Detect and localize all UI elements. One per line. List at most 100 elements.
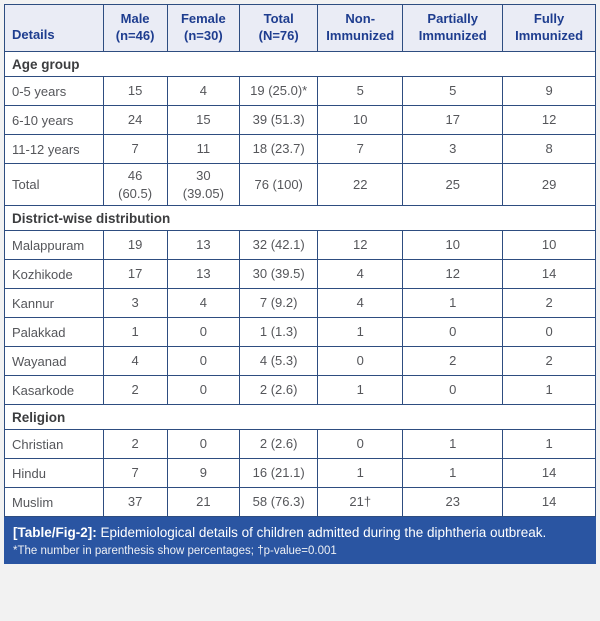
table-row: Kannur 3 4 7 (9.2) 4 1 2 xyxy=(4,288,596,319)
cell-value: 5 xyxy=(402,76,504,106)
cell-value: 12 xyxy=(402,259,504,290)
column-header-female: Female (n=30) xyxy=(166,4,241,52)
cell-value: 3 xyxy=(102,288,168,319)
section-title: District-wise distribution xyxy=(4,205,596,232)
cell-value: 22 xyxy=(317,162,404,207)
cell-value: 14 xyxy=(502,458,596,489)
row-label: Muslim xyxy=(4,487,104,518)
cell-value: 17 xyxy=(102,259,168,290)
cell-value: 2 xyxy=(502,346,596,377)
cell-value: 0 xyxy=(166,375,241,406)
cell-value: 30 (39.5) xyxy=(239,259,319,290)
cell-value: 0 xyxy=(317,429,404,460)
cell-value: 12 xyxy=(502,105,596,135)
cell-value: 21 xyxy=(166,487,241,518)
cell-value: 76 (100) xyxy=(239,162,319,207)
section-row: Religion xyxy=(4,404,596,431)
epidemiology-table: Details Male (n=46) Female (n=30) Total … xyxy=(4,4,596,518)
cell-value: 1 xyxy=(317,458,404,489)
row-label: Wayanad xyxy=(4,346,104,377)
cell-value: 2 (2.6) xyxy=(239,375,319,406)
cell-value: 4 xyxy=(166,288,241,319)
column-header-partially-immunized: Partially Immunized xyxy=(402,4,504,52)
cell-value: 1 xyxy=(502,375,596,406)
row-label: Malappuram xyxy=(4,230,104,261)
table-row: 6-10 years 24 15 39 (51.3) 10 17 12 xyxy=(4,105,596,135)
caption-bar: [Table/Fig-2]: Epidemiological details o… xyxy=(4,517,596,565)
cell-value: 1 xyxy=(102,317,168,348)
cell-value: 4 xyxy=(317,288,404,319)
section-title: Religion xyxy=(4,404,596,431)
cell-value: 4 xyxy=(166,76,241,106)
cell-value: 18 (23.7) xyxy=(239,134,319,164)
cell-value: 14 xyxy=(502,487,596,518)
cell-value: 13 xyxy=(166,230,241,261)
cell-value: 1 xyxy=(317,317,404,348)
cell-value: 29 xyxy=(502,162,596,207)
cell-value: 7 (9.2) xyxy=(239,288,319,319)
table-row: Hindu 7 9 16 (21.1) 1 1 14 xyxy=(4,458,596,489)
column-header-total: Total (N=76) xyxy=(239,4,319,52)
cell-value: 11 xyxy=(166,134,241,164)
row-label: Kozhikode xyxy=(4,259,104,290)
figure-caption: [Table/Fig-2]: Epidemiological details o… xyxy=(13,524,587,542)
cell-value: 10 xyxy=(402,230,504,261)
cell-value: 39 (51.3) xyxy=(239,105,319,135)
table-row: Wayanad 4 0 4 (5.3) 0 2 2 xyxy=(4,346,596,377)
table-figure: Details Male (n=46) Female (n=30) Total … xyxy=(4,4,596,565)
table-row: Kozhikode 17 13 30 (39.5) 4 12 14 xyxy=(4,259,596,290)
row-label: Total xyxy=(4,162,104,207)
row-label: Palakkad xyxy=(4,317,104,348)
cell-value: 19 xyxy=(102,230,168,261)
cell-value: 16 (21.1) xyxy=(239,458,319,489)
section-title: Age group xyxy=(4,51,596,77)
cell-value: 15 xyxy=(102,76,168,106)
cell-value: 46 (60.5) xyxy=(102,162,168,207)
cell-value: 9 xyxy=(166,458,241,489)
cell-value: 23 xyxy=(402,487,504,518)
table-header: Details Male (n=46) Female (n=30) Total … xyxy=(4,4,596,52)
row-label: Kasarkode xyxy=(4,375,104,406)
cell-value: 37 xyxy=(102,487,168,518)
row-label: 11-12 years xyxy=(4,134,104,164)
cell-value: 5 xyxy=(317,76,404,106)
table-row: Kasarkode 2 0 2 (2.6) 1 0 1 xyxy=(4,375,596,406)
cell-value: 4 (5.3) xyxy=(239,346,319,377)
column-header-fully-immunized: Fully Immunized xyxy=(502,4,596,52)
cell-value: 4 xyxy=(102,346,168,377)
cell-value: 13 xyxy=(166,259,241,290)
cell-value: 1 xyxy=(402,288,504,319)
cell-value: 9 xyxy=(502,76,596,106)
table-row: Malappuram 19 13 32 (42.1) 12 10 10 xyxy=(4,230,596,261)
cell-value: 58 (76.3) xyxy=(239,487,319,518)
column-header-non-immunized: Non- Immunized xyxy=(317,4,404,52)
cell-value: 14 xyxy=(502,259,596,290)
row-label: Hindu xyxy=(4,458,104,489)
row-label: 6-10 years xyxy=(4,105,104,135)
cell-value: 0 xyxy=(402,375,504,406)
cell-value: 30 (39.05) xyxy=(166,162,241,207)
row-label: Christian xyxy=(4,429,104,460)
cell-value: 1 xyxy=(317,375,404,406)
caption-label: [Table/Fig-2]: xyxy=(13,525,97,541)
table-body: Age group 0-5 years 15 4 19 (25.0)* 5 5 9 6-10 y… xyxy=(4,51,596,518)
column-header-male: Male (n=46) xyxy=(102,4,168,52)
cell-value: 21† xyxy=(317,487,404,518)
cell-value: 25 xyxy=(402,162,504,207)
cell-value: 0 xyxy=(166,346,241,377)
cell-value: 2 xyxy=(102,375,168,406)
column-header-details: Details xyxy=(4,4,104,52)
cell-value: 0 xyxy=(502,317,596,348)
table-row: Palakkad 1 0 1 (1.3) 1 0 0 xyxy=(4,317,596,348)
table-row: Muslim 37 21 58 (76.3) 21† 23 14 xyxy=(4,487,596,518)
cell-value: 2 xyxy=(102,429,168,460)
cell-value: 4 xyxy=(317,259,404,290)
cell-value: 10 xyxy=(502,230,596,261)
cell-value: 0 xyxy=(166,429,241,460)
footnote: *The number in parenthesis show percenta… xyxy=(13,544,337,557)
cell-value: 1 xyxy=(402,429,504,460)
table-row: Total 46 (60.5) 30 (39.05) 76 (100) 22 25 29 xyxy=(4,162,596,207)
cell-value: 0 xyxy=(402,317,504,348)
row-label: Kannur xyxy=(4,288,104,319)
